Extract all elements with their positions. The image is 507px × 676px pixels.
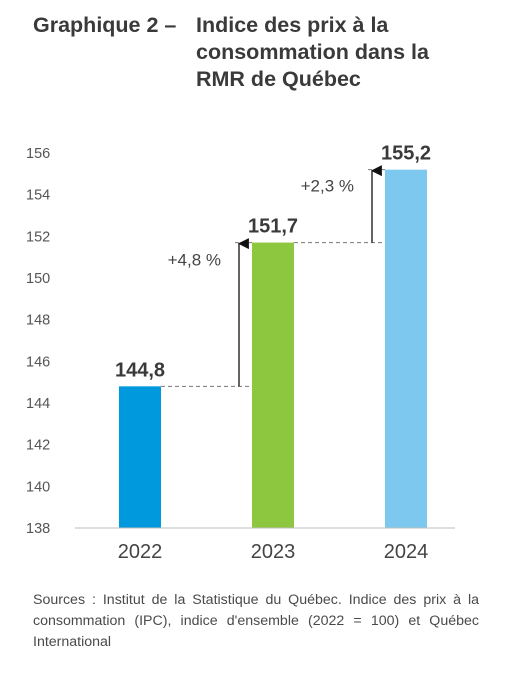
data-label: 155,2 xyxy=(381,143,431,165)
x-tick-label: 2024 xyxy=(384,541,429,563)
x-tick-label: 2023 xyxy=(251,541,296,563)
y-tick-label: 156 xyxy=(26,146,50,162)
y-tick-label: 152 xyxy=(26,229,50,245)
source-note: Sources : Institut de la Statistique du … xyxy=(33,592,479,650)
change-label: +2,3 % xyxy=(301,177,354,196)
y-tick-label: 146 xyxy=(26,354,50,370)
y-tick-label: 154 xyxy=(26,188,50,204)
y-tick-label: 138 xyxy=(26,521,50,537)
y-tick-label: 140 xyxy=(26,479,50,495)
data-label: 144,8 xyxy=(115,359,165,381)
bar-2023 xyxy=(252,242,294,529)
y-tick-label: 150 xyxy=(26,271,50,287)
y-tick-label: 148 xyxy=(26,313,50,329)
x-tick-label: 2022 xyxy=(118,541,163,563)
y-tick-label: 142 xyxy=(26,438,50,454)
y-tick-label: 144 xyxy=(26,396,50,412)
bar-2022 xyxy=(119,386,161,528)
change-label: +4,8 % xyxy=(168,251,221,270)
chart-title-text: Indice des prix à la consommation dans l… xyxy=(196,13,429,91)
data-label: 151,7 xyxy=(248,216,298,238)
bar-2024 xyxy=(385,169,427,528)
chart-title-label: Graphique 2 – xyxy=(33,13,177,37)
